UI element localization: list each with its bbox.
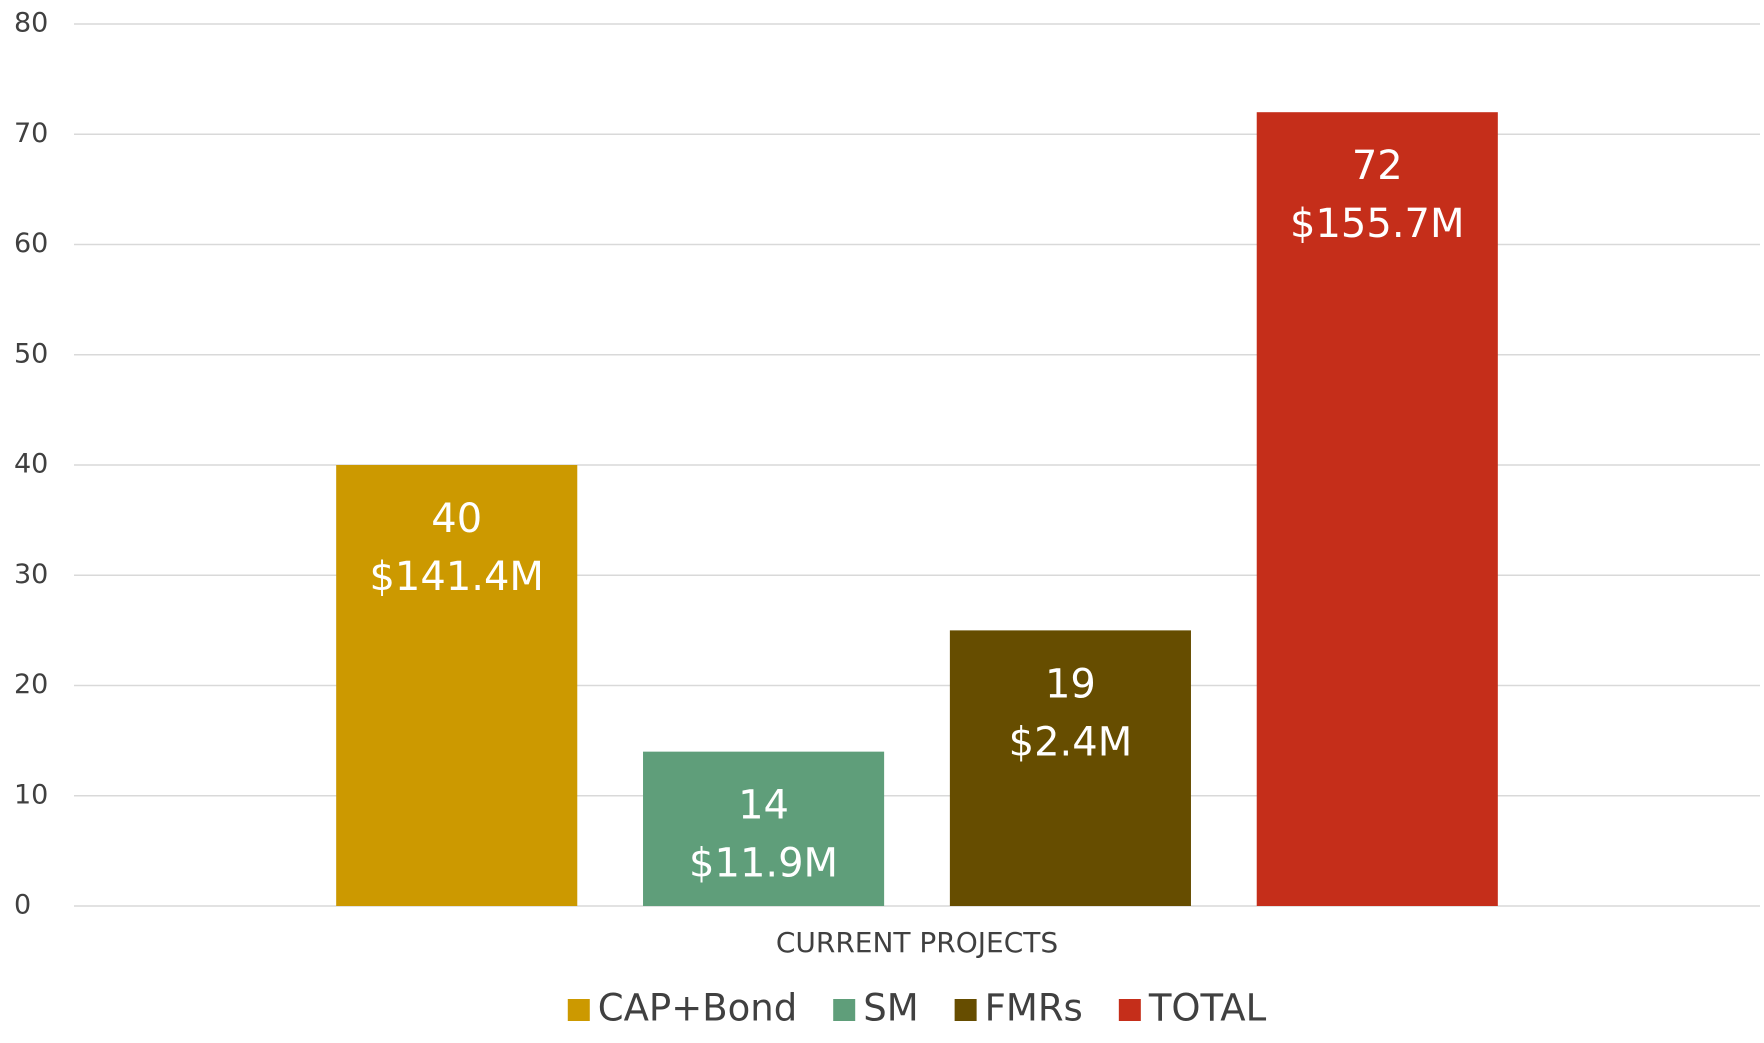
bar <box>949 630 1191 906</box>
legend-swatch <box>567 999 590 1021</box>
x-tick-label: CURRENT PROJECTS <box>776 926 1058 959</box>
legend-label: CAP+Bond <box>598 987 797 1030</box>
legend-swatch <box>833 999 856 1021</box>
y-tick-label: 0 <box>14 890 31 921</box>
legend-label: SM <box>863 987 918 1030</box>
y-tick-label: 20 <box>14 669 48 700</box>
y-tick-label: 60 <box>14 228 48 259</box>
data-label: 40 <box>431 496 482 542</box>
data-label: $11.9M <box>689 841 838 887</box>
y-tick-label: 50 <box>14 338 48 369</box>
legend-swatch <box>1118 999 1141 1021</box>
legend-swatch <box>954 999 977 1021</box>
data-label: 19 <box>1045 661 1096 707</box>
data-label: 14 <box>738 783 789 829</box>
bar <box>643 751 885 906</box>
bar <box>1256 112 1498 906</box>
data-label: $2.4M <box>1009 719 1133 765</box>
y-tick-label: 40 <box>14 449 48 480</box>
y-tick-label: 10 <box>14 779 48 810</box>
y-tick-label: 70 <box>14 118 48 149</box>
bar <box>336 465 578 906</box>
y-tick-label: 80 <box>14 8 48 39</box>
y-tick-label: 30 <box>14 559 48 590</box>
data-label: $141.4M <box>369 554 543 600</box>
legend-label: FMRs <box>985 987 1083 1030</box>
legend-label: TOTAL <box>1148 987 1267 1030</box>
data-label: $155.7M <box>1290 201 1464 247</box>
data-label: 72 <box>1352 143 1403 189</box>
